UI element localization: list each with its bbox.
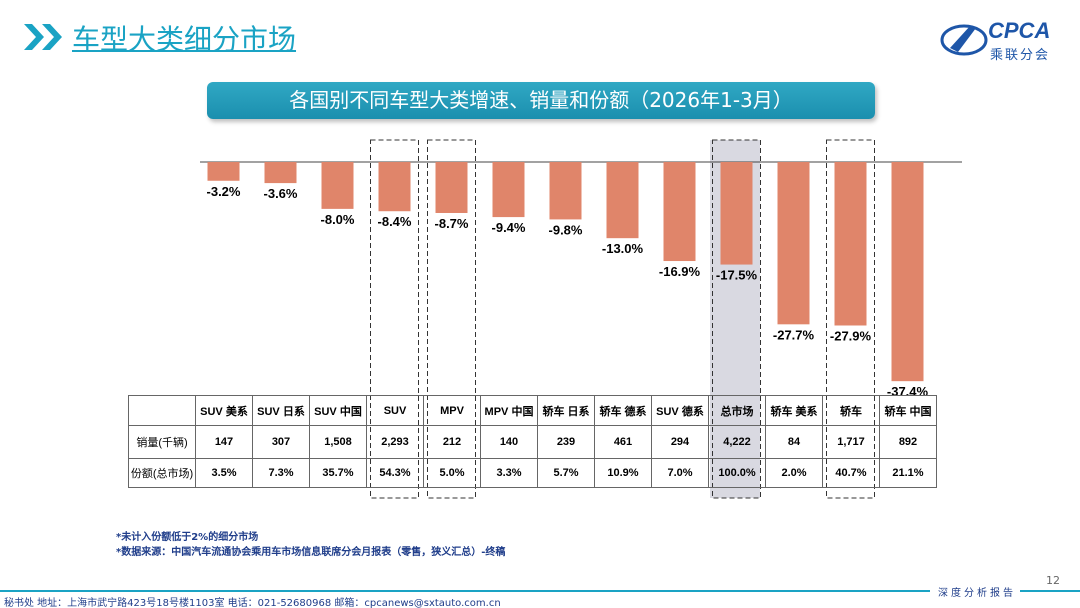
sales-cell: 461 [594, 425, 652, 459]
share-cell: 100.0% [708, 458, 766, 488]
page-number: 12 [1046, 574, 1060, 587]
data-label: -8.0% [321, 212, 355, 227]
column-header: MPV 中国 [480, 395, 538, 426]
logo-icon [940, 24, 988, 56]
share-cell: 54.3% [366, 458, 424, 488]
data-label: -8.4% [378, 214, 412, 229]
column-header: SUV 德系 [651, 395, 709, 426]
bar [492, 162, 525, 218]
sales-cell: 307 [252, 425, 310, 459]
row-label: 销量(千辆) [128, 425, 196, 459]
data-label: -3.6% [264, 186, 298, 201]
share-cell: 40.7% [822, 458, 880, 488]
cpca-logo: CPCA 乘联分会 [940, 18, 1065, 63]
row-label: 份额(总市场) [128, 458, 196, 488]
sales-cell: 1,508 [309, 425, 367, 459]
share-cell: 21.1% [879, 458, 937, 488]
sales-cell: 4,222 [708, 425, 766, 459]
share-cell: 35.7% [309, 458, 367, 488]
bar [720, 162, 753, 265]
note-source: *数据来源：中国汽车流通协会乘用车市场信息联席分会月报表（零售，狭义汇总）-终稿 [116, 547, 506, 558]
column-header: 总市场 [708, 395, 766, 426]
bar [321, 162, 354, 209]
share-cell: 10.9% [594, 458, 652, 488]
footer-divider [0, 590, 930, 592]
sales-cell: 140 [480, 425, 538, 459]
data-label: -13.0% [602, 241, 644, 256]
notes: *未计入份额低于2%的细分市场 *数据来源：中国汽车流通协会乘用车市场信息联席分… [116, 530, 505, 560]
data-label: -8.7% [435, 216, 469, 231]
data-label: -16.9% [659, 264, 701, 279]
note-1: *未计入份额低于2%的细分市场 [116, 532, 259, 543]
bar [549, 162, 582, 220]
footer-divider-right [1020, 590, 1080, 592]
highlight-box [712, 139, 761, 499]
column-header: SUV 中国 [309, 395, 367, 426]
footer-address: 秘书处 地址：上海市武宁路423号18号楼1103室 电话：021-526809… [4, 598, 501, 608]
footer-tag: 深度分析报告 [938, 588, 1016, 599]
highlight-box [826, 139, 875, 499]
sales-cell: 294 [651, 425, 709, 459]
highlight-box [427, 139, 476, 499]
share-cell: 3.5% [195, 458, 253, 488]
column-header: SUV 日系 [252, 395, 310, 426]
highlight-box [370, 139, 419, 499]
bar [834, 162, 867, 326]
sales-cell: 84 [765, 425, 823, 459]
chevron-icon [24, 24, 62, 50]
share-cell: 3.3% [480, 458, 538, 488]
bar [606, 162, 639, 239]
column-header: SUV [366, 395, 424, 426]
bar [207, 162, 240, 181]
bar [777, 162, 810, 325]
sales-cell: 212 [423, 425, 481, 459]
share-cell: 7.3% [252, 458, 310, 488]
data-label: -27.9% [830, 328, 872, 343]
sales-cell: 147 [195, 425, 253, 459]
column-header: 轿车 中国 [879, 395, 937, 426]
bar [378, 162, 411, 212]
sales-cell: 239 [537, 425, 595, 459]
logo-text: CPCA [988, 18, 1051, 43]
page-title: 车型大类细分市场 [72, 23, 297, 56]
bar [264, 162, 297, 184]
sales-cell: 1,717 [822, 425, 880, 459]
data-label: -17.5% [716, 268, 758, 283]
chart-title: 各国别不同车型大类增速、销量和份额（2026年1-3月） [207, 82, 875, 119]
bar [891, 162, 924, 382]
sales-cell: 892 [879, 425, 937, 459]
data-table: SUV 美系 SUV 日系 SUV 中国 SUV MPV MPV 中国 轿车 日系 轿车 德系… [128, 395, 937, 488]
share-cell: 5.7% [537, 458, 595, 488]
sales-cell: 2,293 [366, 425, 424, 459]
column-header: SUV 美系 [195, 395, 253, 426]
column-header: 轿车 美系 [765, 395, 823, 426]
share-cell: 2.0% [765, 458, 823, 488]
column-header: 轿车 日系 [537, 395, 595, 426]
data-label: -3.2% [207, 184, 241, 199]
share-cell: 5.0% [423, 458, 481, 488]
column-header: 轿车 德系 [594, 395, 652, 426]
data-label: -27.7% [773, 327, 815, 342]
data-label: -9.4% [492, 220, 526, 235]
share-cell: 7.0% [651, 458, 709, 488]
bar [435, 162, 468, 213]
data-label: -9.8% [549, 222, 583, 237]
column-header: MPV [423, 395, 481, 426]
table-corner [128, 395, 196, 426]
column-header: 轿车 [822, 395, 880, 426]
bar [663, 162, 696, 262]
logo-sub: 乘联分会 [990, 48, 1051, 63]
